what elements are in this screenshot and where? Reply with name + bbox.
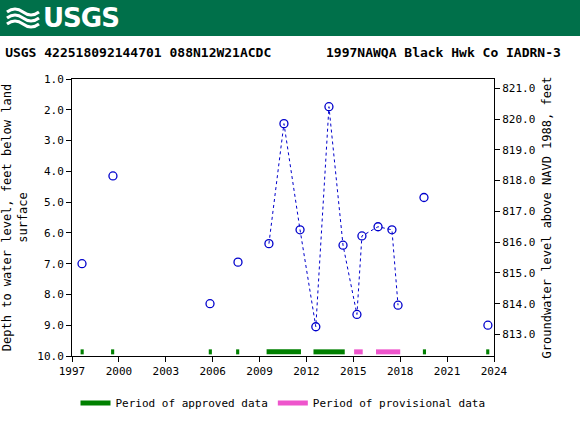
svg-text:819.0: 819.0 <box>502 144 535 157</box>
svg-text:2000: 2000 <box>106 365 133 378</box>
html-text:USGS: USGS <box>43 3 119 33</box>
svg-text:2024: 2024 <box>481 365 508 378</box>
svg-text:USGS 422518092144701 088N12W21: USGS 422518092144701 088N12W21ACDC 1997N… <box>5 45 561 60</box>
svg-text:Period of provisional data: Period of provisional data <box>313 397 485 410</box>
svg-text:2.0: 2.0 <box>44 104 64 117</box>
svg-text:Depth to water level, feet bel: Depth to water level, feet below landsur… <box>0 84 30 351</box>
svg-text:10.0: 10.0 <box>37 350 64 363</box>
svg-text:4.0: 4.0 <box>44 165 64 178</box>
svg-text:2018: 2018 <box>387 365 414 378</box>
svg-text:1997: 1997 <box>59 365 86 378</box>
svg-text:2009: 2009 <box>246 365 273 378</box>
svg-text:2015: 2015 <box>340 365 367 378</box>
svg-text:5.0: 5.0 <box>44 196 64 209</box>
svg-text:813.0: 813.0 <box>502 328 535 341</box>
svg-text:2012: 2012 <box>293 365 320 378</box>
svg-text:820.0: 820.0 <box>502 113 535 126</box>
svg-text:8.0: 8.0 <box>44 288 64 301</box>
svg-text:3.0: 3.0 <box>44 134 64 147</box>
svg-text:2003: 2003 <box>153 365 180 378</box>
svg-text:821.0: 821.0 <box>502 82 535 95</box>
svg-text:2006: 2006 <box>199 365 226 378</box>
svg-text:6.0: 6.0 <box>44 227 64 240</box>
svg-text:Groundwater level above NAVD 1: Groundwater level above NAVD 1988, feet <box>540 77 554 359</box>
svg-text:2021: 2021 <box>434 365 461 378</box>
svg-text:9.0: 9.0 <box>44 319 64 332</box>
svg-text:7.0: 7.0 <box>44 258 64 271</box>
svg-text:814.0: 814.0 <box>502 298 535 311</box>
svg-text:817.0: 817.0 <box>502 205 535 218</box>
svg-text:1.0: 1.0 <box>44 73 64 86</box>
svg-text:818.0: 818.0 <box>502 174 535 187</box>
svg-text:816.0: 816.0 <box>502 236 535 249</box>
svg-text:Period of approved data: Period of approved data <box>116 397 268 410</box>
svg-text:815.0: 815.0 <box>502 267 535 280</box>
